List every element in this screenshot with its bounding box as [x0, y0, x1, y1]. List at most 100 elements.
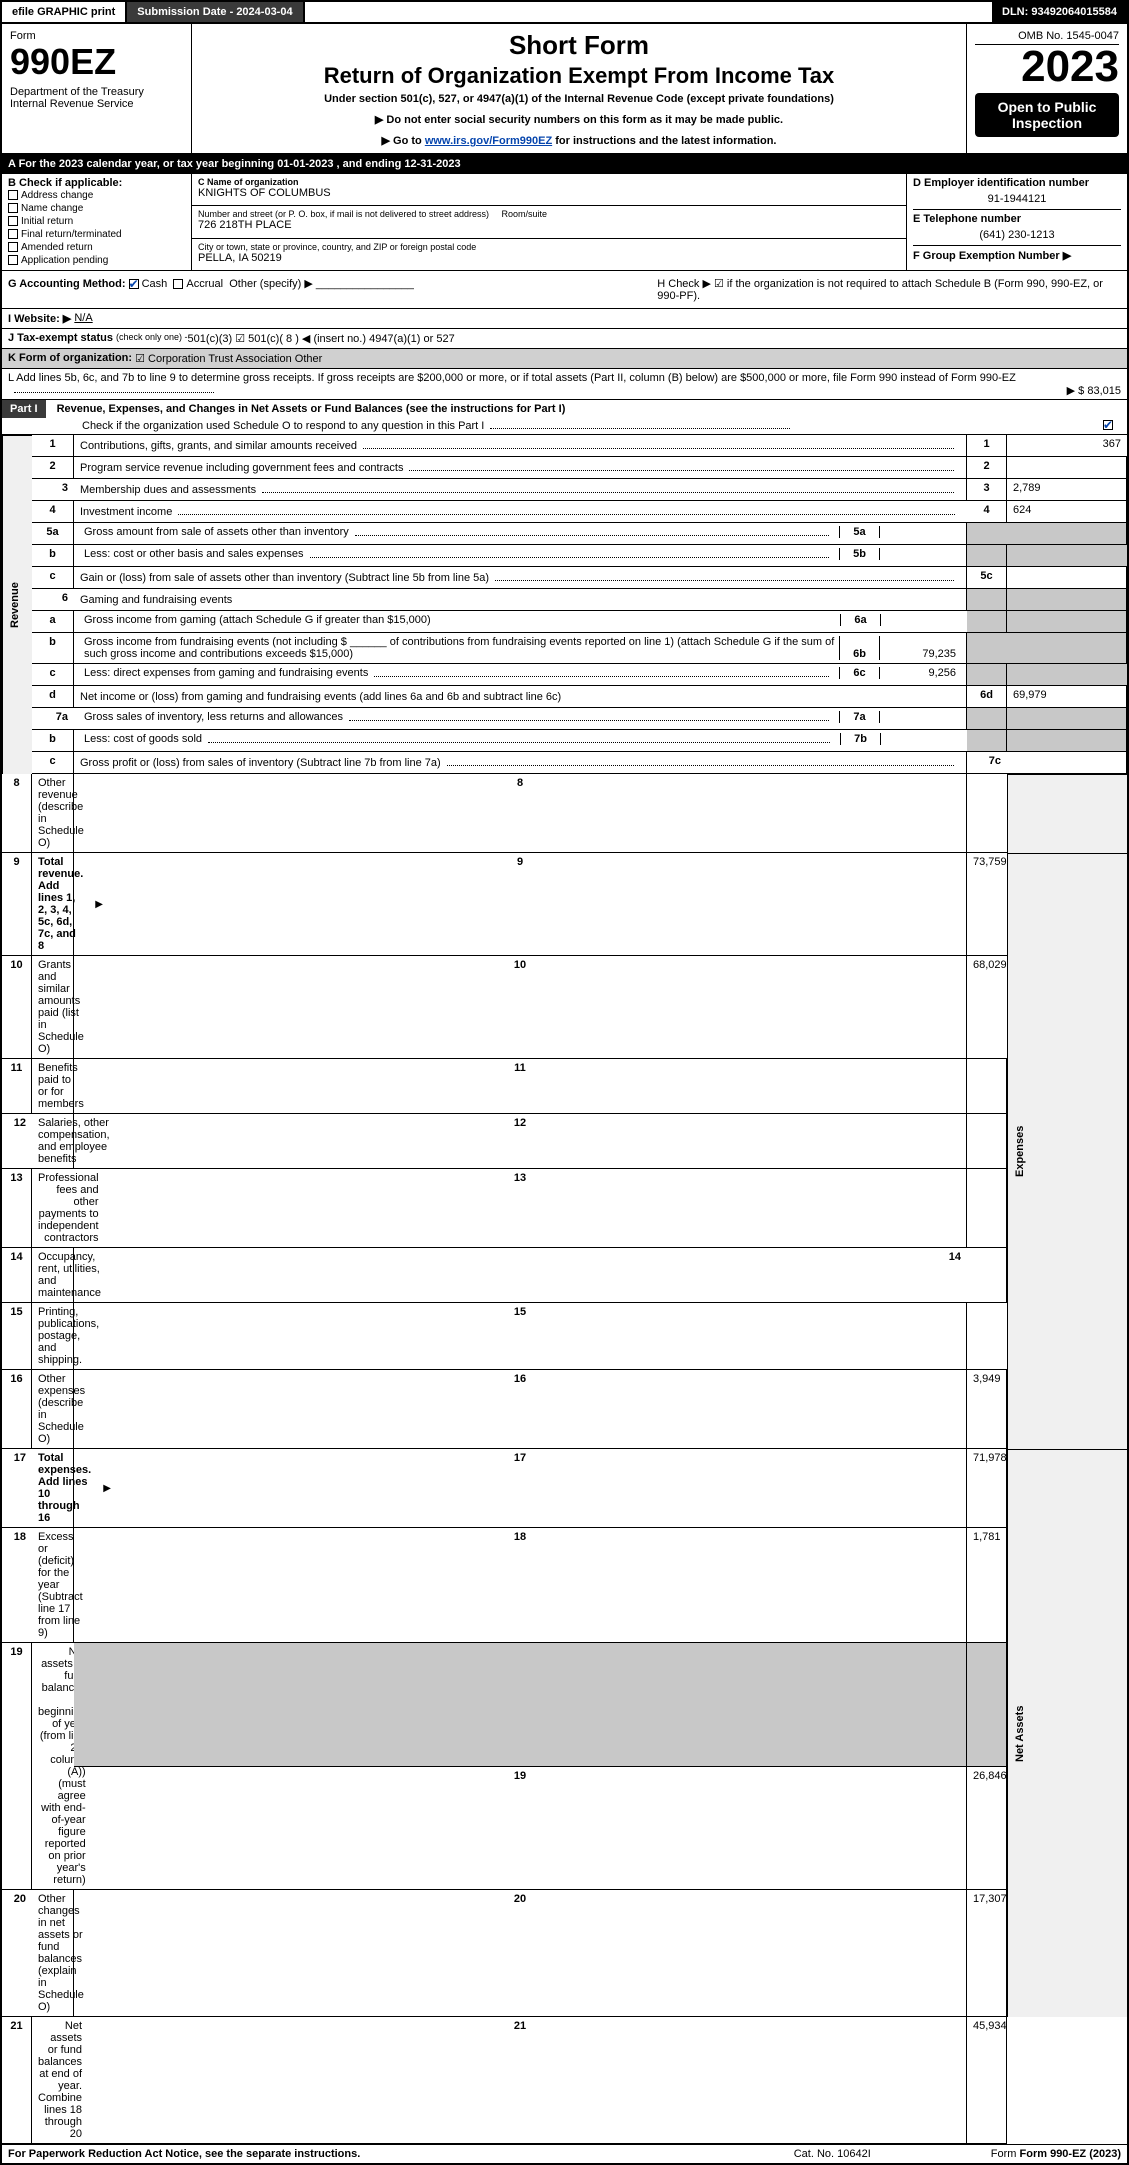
topbar-spacer — [305, 2, 992, 22]
n10: 10 — [2, 956, 32, 1059]
r18: 18 — [74, 1528, 967, 1643]
d10: Grants and similar amounts paid (list in… — [32, 956, 74, 1059]
v5c — [1007, 567, 1127, 589]
n18: 18 — [2, 1528, 32, 1643]
g-label: G Accounting Method: — [8, 278, 126, 290]
n3: 3 — [32, 479, 74, 501]
page-footer: For Paperwork Reduction Act Notice, see … — [0, 2144, 1129, 2165]
chk-accrual[interactable] — [173, 279, 183, 289]
j-options: 501(c)(3) ☑ 501(c)( 8 ) ◀ (insert no.) 4… — [188, 332, 455, 345]
n16: 16 — [2, 1370, 32, 1449]
chk-initial-return[interactable]: Initial return — [8, 215, 185, 228]
section-b-checkboxes: B Check if applicable: Address change Na… — [2, 174, 192, 271]
r11: 11 — [74, 1059, 967, 1114]
d6a: Gross income from gaming (attach Schedul… — [74, 611, 967, 633]
chk-schedule-o[interactable] — [1103, 420, 1113, 430]
d19: Net assets or fund balances at beginning… — [32, 1643, 74, 1890]
r6b — [967, 633, 1007, 664]
r10: 10 — [74, 956, 967, 1059]
v5a — [1007, 523, 1127, 545]
n13: 13 — [2, 1169, 32, 1248]
r9: 9 — [74, 853, 967, 956]
r12: 12 — [74, 1114, 967, 1169]
r20: 20 — [74, 1890, 967, 2017]
r19: 19 — [74, 1767, 967, 1891]
section-c-name: C Name of organization KNIGHTS OF COLUMB… — [192, 174, 907, 206]
line-i-row: I Website: ▶ N/A — [0, 309, 1129, 329]
phone-value: (641) 230-1213 — [913, 225, 1121, 245]
d6b: Gross income from fundraising events (no… — [74, 633, 967, 664]
v7a — [1007, 708, 1127, 730]
chk-amended-return[interactable]: Amended return — [8, 241, 185, 254]
n17: 17 — [2, 1449, 32, 1528]
goto-instruction: ▶ Go to www.irs.gov/Form990EZ for instru… — [200, 134, 958, 147]
g-other: Other (specify) ▶ — [229, 278, 313, 290]
irs-link[interactable]: www.irs.gov/Form990EZ — [425, 135, 552, 147]
d18: Excess or (deficit) for the year (Subtra… — [32, 1528, 74, 1643]
c-name-label: C Name of organization — [198, 177, 900, 187]
line-k-row: K Form of organization: ☑ Corporation Tr… — [0, 349, 1129, 369]
d4: Investment income — [74, 501, 967, 523]
v9: 73,759 — [967, 853, 1007, 956]
part-i-table: Revenue 1 Contributions, gifts, grants, … — [0, 435, 1129, 2144]
d6: Gaming and fundraising events — [74, 589, 967, 611]
k-options: ☑ Corporation Trust Association Other — [135, 352, 322, 365]
line-g: G Accounting Method: Cash Accrual Other … — [8, 277, 657, 302]
part-i-title: Revenue, Expenses, and Changes in Net As… — [49, 403, 566, 415]
side-expenses: Expenses — [1007, 853, 1127, 1449]
form-number: 990EZ — [10, 44, 183, 80]
r2: 2 — [967, 457, 1007, 479]
n14: 14 — [2, 1248, 32, 1303]
v7c — [1007, 752, 1127, 774]
year-cell: OMB No. 1545-0047 2023 Open to Public In… — [967, 24, 1127, 153]
n6a: a — [32, 611, 74, 633]
under-section-note: Under section 501(c), 527, or 4947(a)(1)… — [200, 93, 958, 105]
r7a — [967, 708, 1007, 730]
r7b — [967, 730, 1007, 752]
j-label: J Tax-exempt status — [8, 332, 113, 345]
v5b — [1007, 545, 1127, 567]
identity-grid: B Check if applicable: Address change Na… — [0, 174, 1129, 271]
r17: 17 — [74, 1449, 967, 1528]
n6d: d — [32, 686, 74, 708]
r16: 16 — [74, 1370, 967, 1449]
d5b: Less: cost or other basis and sales expe… — [74, 545, 967, 567]
section-c-city: City or town, state or province, country… — [192, 239, 907, 271]
n1: 1 — [32, 435, 74, 457]
chk-cash[interactable] — [129, 279, 139, 289]
v13 — [967, 1169, 1007, 1248]
r14: 14 — [74, 1248, 967, 1303]
n21: 21 — [2, 2017, 32, 2144]
v7b — [1007, 730, 1127, 752]
efile-print-button[interactable]: efile GRAPHIC print — [2, 2, 127, 22]
chk-name-change[interactable]: Name change — [8, 202, 185, 215]
part-i-checknote: Check if the organization used Schedule … — [2, 418, 1127, 434]
d7c: Gross profit or (loss) from sales of inv… — [74, 752, 967, 774]
v3: 2,789 — [1007, 479, 1127, 501]
c-street-label: Number and street (or P. O. box, if mail… — [198, 209, 900, 219]
ssn-warning: ▶ Do not enter social security numbers o… — [200, 113, 958, 126]
side-revenue-end — [1007, 774, 1127, 853]
r4: 4 — [967, 501, 1007, 523]
v16: 3,949 — [967, 1370, 1007, 1449]
d14: Occupancy, rent, utilities, and maintena… — [32, 1248, 74, 1303]
submission-date-button[interactable]: Submission Date - 2024-03-04 — [127, 2, 304, 22]
c-city-label: City or town, state or province, country… — [198, 242, 900, 252]
d7a: Gross sales of inventory, less returns a… — [74, 708, 967, 730]
d11: Benefits paid to or for members — [32, 1059, 74, 1114]
open-to-public-badge: Open to Public Inspection — [975, 93, 1119, 137]
n15: 15 — [2, 1303, 32, 1370]
n12: 12 — [2, 1114, 32, 1169]
chk-application-pending[interactable]: Application pending — [8, 254, 185, 267]
chk-final-return[interactable]: Final return/terminated — [8, 228, 185, 241]
n7b: b — [32, 730, 74, 752]
tax-year: 2023 — [975, 45, 1119, 89]
l-amount: ▶ $ 83,015 — [1067, 384, 1121, 397]
v1: 367 — [1007, 435, 1127, 457]
d13: Professional fees and other payments to … — [32, 1169, 74, 1248]
v11 — [967, 1059, 1007, 1114]
chk-address-change[interactable]: Address change — [8, 189, 185, 202]
n8: 8 — [2, 774, 32, 853]
v6d: 69,979 — [1007, 686, 1127, 708]
dln-label: DLN: 93492064015584 — [992, 2, 1127, 22]
